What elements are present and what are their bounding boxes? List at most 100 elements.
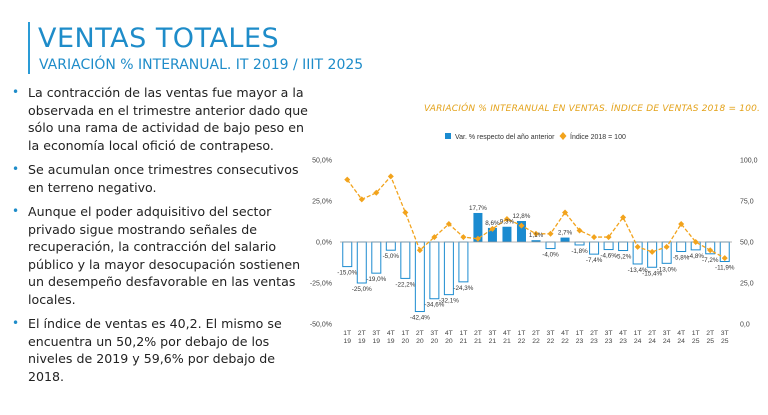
index-point-4T-20 xyxy=(445,220,452,227)
bar-1T-21 xyxy=(458,241,469,283)
y-right-tick-label: 100,0 xyxy=(740,158,758,165)
x-tick-year: 19 xyxy=(373,338,381,345)
index-point-2T-25 xyxy=(707,247,714,254)
y-left-tick-label: 0,0% xyxy=(316,240,332,247)
bar-data-label: -15,0% xyxy=(337,270,357,277)
x-tick-year: 25 xyxy=(721,338,729,345)
index-point-3T-19 xyxy=(373,189,380,196)
bar-2T-19 xyxy=(356,241,367,284)
bar-4T-24 xyxy=(676,241,687,253)
bar-data-label: -32,1% xyxy=(439,298,459,305)
x-tick-year: 25 xyxy=(692,338,700,345)
x-tick-year: 20 xyxy=(416,338,424,345)
x-tick-quarter: 3T xyxy=(663,330,671,337)
x-tick-year: 22 xyxy=(561,338,569,345)
bullet-text: El índice de ventas es 40,2. El mismo se… xyxy=(28,316,282,384)
index-point-1T-22 xyxy=(518,222,525,229)
bar-data-label: -4,6% xyxy=(600,253,617,260)
x-tick-quarter: 1T xyxy=(343,330,351,337)
bar-data-label: -24,3% xyxy=(453,285,473,292)
x-tick-quarter: 2T xyxy=(706,330,714,337)
bar-3T-22 xyxy=(545,241,556,250)
index-point-1T-19 xyxy=(344,176,351,183)
x-tick-quarter: 3T xyxy=(488,330,496,337)
x-tick-year: 23 xyxy=(590,338,598,345)
x-tick-quarter: 1T xyxy=(459,330,467,337)
x-tick-quarter: 2T xyxy=(358,330,366,337)
x-tick-year: 24 xyxy=(634,338,642,345)
bullet-text: Aunque el poder adquisitivo del sector p… xyxy=(28,204,301,307)
x-tick-quarter: 1T xyxy=(634,330,642,337)
index-point-3T-23 xyxy=(605,234,612,241)
x-tick-year: 21 xyxy=(503,338,511,345)
bullet-item: • La contracción de las ventas fue mayor … xyxy=(12,84,312,154)
x-tick-quarter: 4T xyxy=(503,330,511,337)
x-tick-quarter: 1T xyxy=(401,330,409,337)
x-tick-quarter: 3T xyxy=(430,330,438,337)
bar-1T-20 xyxy=(400,241,411,279)
bar-data-label: -7,4% xyxy=(586,257,603,264)
x-tick-quarter: 3T xyxy=(372,330,380,337)
bar-4T-20 xyxy=(443,241,454,296)
x-tick-quarter: 4T xyxy=(561,330,569,337)
y-left-tick-label: -50,0% xyxy=(310,322,332,329)
bar-2T-22 xyxy=(531,240,541,242)
x-tick-year: 20 xyxy=(445,338,453,345)
bar-1T-22 xyxy=(516,221,526,242)
bullet-item: • Se acumulan once trimestres consecutivo… xyxy=(12,161,312,196)
index-point-3T-21 xyxy=(489,225,496,232)
x-tick-year: 19 xyxy=(358,338,366,345)
x-tick-year: 21 xyxy=(474,338,482,345)
x-tick-quarter: 1T xyxy=(576,330,584,337)
bar-2T-21 xyxy=(473,212,483,242)
y-right-tick-label: 75,0 xyxy=(740,199,754,206)
x-tick-quarter: 2T xyxy=(590,330,598,337)
x-tick-quarter: 2T xyxy=(474,330,482,337)
bar-data-label: -4,0% xyxy=(542,252,559,259)
bar-data-label: -5,2% xyxy=(615,254,632,261)
index-point-2T-19 xyxy=(358,196,365,203)
index-point-3T-20 xyxy=(431,234,438,241)
bar-4T-21 xyxy=(502,226,512,242)
index-point-1T-24 xyxy=(634,243,641,250)
bar-data-label: -13,0% xyxy=(657,266,677,273)
y-left-tick-label: -25,0% xyxy=(310,281,332,288)
y-left-tick-label: 25,0% xyxy=(312,199,332,206)
x-tick-year: 20 xyxy=(431,338,439,345)
index-point-2T-23 xyxy=(591,234,598,241)
x-tick-quarter: 4T xyxy=(677,330,685,337)
x-tick-quarter: 2T xyxy=(416,330,424,337)
bar-1T-23 xyxy=(574,241,585,246)
bar-data-label: 9,3% xyxy=(500,219,515,226)
y-right-tick-label: 50,0 xyxy=(740,240,754,247)
bar-3T-23 xyxy=(603,241,614,251)
index-point-1T-23 xyxy=(576,227,583,234)
bar-4T-22 xyxy=(560,237,570,242)
title-accent-bar xyxy=(28,22,30,74)
x-tick-quarter: 1T xyxy=(692,330,700,337)
bullet-text: Se acumulan once trimestres consecutivos… xyxy=(28,162,299,195)
bar-data-label: -13,4% xyxy=(628,267,648,274)
legend-label: Índice 2018 = 100 xyxy=(570,132,626,141)
x-tick-year: 23 xyxy=(576,338,584,345)
index-point-3T-24 xyxy=(663,243,670,250)
bar-data-label: 17,7% xyxy=(469,205,487,212)
bar-data-label: -34,6% xyxy=(424,302,444,309)
bar-4T-19 xyxy=(385,241,396,251)
bar-data-label: -15,4% xyxy=(642,270,662,277)
bar-data-label: -7,2% xyxy=(702,257,719,264)
index-point-3T-25 xyxy=(721,255,728,262)
index-point-4T-24 xyxy=(678,220,685,227)
slide-subtitle: VARIACIÓN % INTERANUAL. IT 2019 / IIIT 2… xyxy=(39,57,364,73)
bar-data-label: -42,4% xyxy=(410,315,430,322)
x-tick-year: 23 xyxy=(605,338,613,345)
index-point-4T-19 xyxy=(387,173,394,180)
x-tick-quarter: 4T xyxy=(387,330,395,337)
x-tick-year: 21 xyxy=(489,338,497,345)
x-tick-year: 19 xyxy=(387,338,395,345)
bar-data-label: 12,8% xyxy=(513,213,531,220)
bar-data-label: -5,8% xyxy=(673,255,690,262)
x-tick-year: 25 xyxy=(706,338,714,345)
x-tick-quarter: 1T xyxy=(518,330,526,337)
y-right-tick-label: 0,0 xyxy=(740,322,750,329)
